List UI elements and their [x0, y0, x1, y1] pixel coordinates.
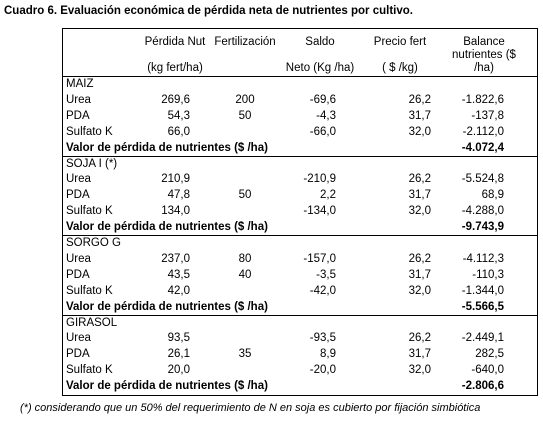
header-cell: Pérdida Nut — [144, 36, 206, 48]
cell: 80 — [238, 252, 252, 265]
table-frame — [62, 28, 538, 396]
row-label: Urea — [66, 252, 91, 265]
cell: 68,9 — [481, 189, 504, 202]
cell: 8,9 — [320, 348, 336, 361]
cell: 269,6 — [161, 93, 190, 106]
header-cell: ( $ /kg) — [382, 62, 418, 74]
cell: -1.344,0 — [461, 284, 504, 297]
row-label: Sulfato K — [66, 125, 113, 138]
cell: -4,3 — [316, 109, 336, 122]
total-label: Valor de pérdida de nutrientes ($ /ha) — [66, 300, 268, 313]
rule — [62, 76, 537, 77]
cell: 32,0 — [408, 125, 431, 138]
cell: -20,0 — [309, 364, 336, 377]
cell: 42,0 — [167, 284, 190, 297]
total-label: Valor de pérdida de nutrientes ($ /ha) — [66, 380, 268, 393]
cell: -5.524,8 — [461, 173, 504, 186]
cell: -2.449,1 — [461, 332, 504, 345]
cell: -110,3 — [472, 268, 504, 281]
header-cell: Fertilización — [214, 36, 276, 48]
header-cell: Balance — [463, 36, 505, 48]
cell: -4.112,3 — [462, 252, 504, 265]
cell: -3,5 — [316, 268, 336, 281]
cell: 26,2 — [408, 332, 431, 345]
cell: 93,5 — [167, 332, 190, 345]
title: Cuadro 6. Evaluación económica de pérdid… — [4, 5, 413, 17]
header-cell: /ha) — [474, 62, 494, 74]
cell: 282,5 — [475, 348, 504, 361]
rule — [62, 235, 537, 236]
cell: 66,0 — [167, 125, 190, 138]
total-value: -4.072,4 — [461, 141, 504, 154]
total-label: Valor de pérdida de nutrientes ($ /ha) — [66, 221, 268, 234]
cell: 43,5 — [167, 268, 190, 281]
row-label: Urea — [66, 93, 91, 106]
total-value: -9.743,9 — [461, 221, 504, 234]
header-cell: Precio fert — [373, 36, 427, 48]
cell: -157,0 — [303, 252, 336, 265]
cell: 31,7 — [408, 109, 431, 122]
cell: -93,5 — [309, 332, 336, 345]
cell: -66,0 — [309, 125, 336, 138]
row-label: PDA — [66, 189, 90, 202]
cell: 31,7 — [408, 348, 431, 361]
cell: -4.288,0 — [461, 205, 504, 218]
footnote: (*) considerando que un 50% del requerim… — [20, 402, 481, 414]
cell: 200 — [235, 93, 255, 106]
cell: 32,0 — [408, 364, 431, 377]
cell: -137,8 — [471, 109, 504, 122]
header-cell: Neto (Kg /ha) — [285, 62, 355, 74]
cell: 26,2 — [408, 252, 431, 265]
cell: 2,2 — [320, 189, 336, 202]
group-name: SOJA I (*) — [66, 157, 118, 170]
header-cell: Saldo — [305, 36, 335, 48]
row-label: PDA — [66, 268, 90, 281]
row-label: Sulfato K — [66, 364, 113, 377]
group-name: MAIZ — [66, 78, 94, 90]
cell: -640,0 — [471, 364, 504, 377]
header-cell: nutrientes ($ — [452, 49, 516, 61]
cell: 40 — [238, 268, 252, 281]
cell: 50 — [238, 189, 252, 202]
cell: 26,2 — [408, 93, 431, 106]
cell: -2.112,0 — [462, 125, 504, 138]
total-value: -5.566,5 — [461, 300, 504, 313]
cell: 47,8 — [167, 189, 190, 202]
rule — [62, 315, 537, 316]
cell: 26,1 — [167, 348, 190, 361]
row-label: PDA — [66, 109, 90, 122]
row-label: Urea — [66, 332, 91, 345]
cell: 35 — [238, 348, 252, 361]
row-label: Sulfato K — [66, 205, 113, 218]
total-label: Valor de pérdida de nutrientes ($ /ha) — [66, 141, 268, 154]
cell: 50 — [238, 109, 252, 122]
cell: 31,7 — [408, 189, 431, 202]
cell: 210,9 — [161, 173, 190, 186]
cell: 237,0 — [161, 252, 190, 265]
row-label: PDA — [66, 348, 90, 361]
cell: 32,0 — [408, 205, 431, 218]
cell: 26,2 — [408, 173, 431, 186]
cell: -69,6 — [309, 93, 336, 106]
cell: 134,0 — [161, 205, 190, 218]
cell: -134,0 — [303, 205, 336, 218]
cell: 54,3 — [167, 109, 190, 122]
cell: 20,0 — [167, 364, 190, 377]
total-value: -2.806,6 — [461, 380, 504, 393]
row-label: Sulfato K — [66, 284, 113, 297]
cell: 32,0 — [408, 284, 431, 297]
rule — [62, 156, 537, 157]
cell: -1.822,6 — [461, 93, 504, 106]
group-name: SORGO G — [66, 237, 121, 249]
group-name: GIRASOL — [66, 316, 118, 329]
header-cell: (kg fert/ha) — [147, 62, 203, 74]
row-label: Urea — [66, 173, 91, 186]
cell: -210,9 — [303, 173, 336, 186]
cell: -42,0 — [309, 284, 336, 297]
cell: 31,7 — [408, 268, 431, 281]
